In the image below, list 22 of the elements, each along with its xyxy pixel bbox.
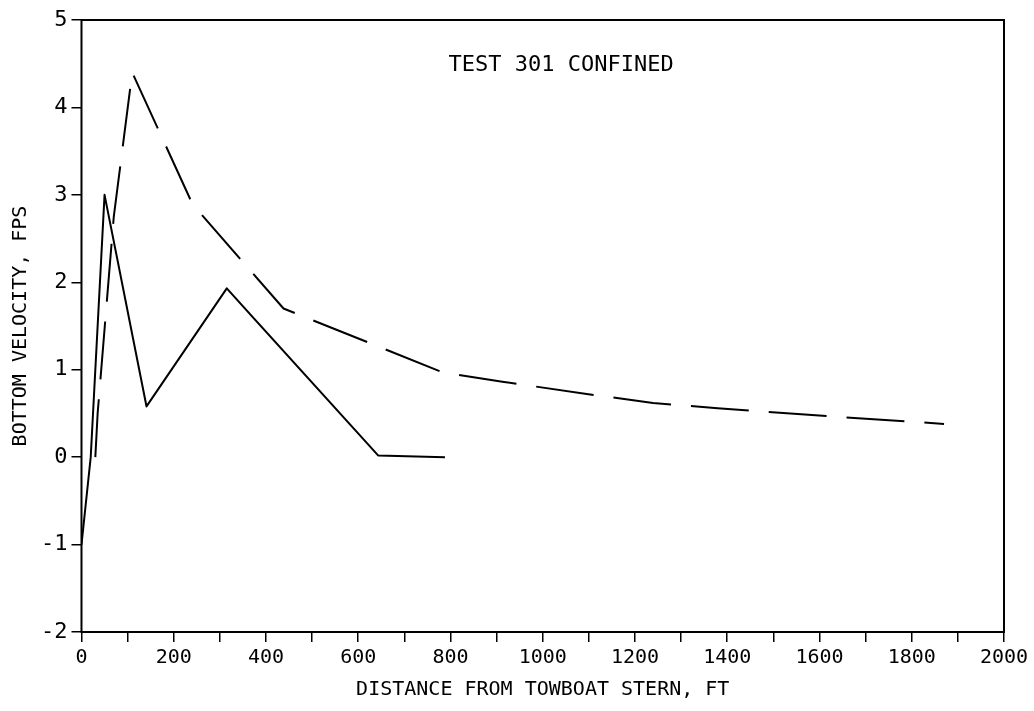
x-tick-label: 1400 bbox=[703, 644, 752, 669]
x-axis-title: DISTANCE FROM TOWBOAT STERN, FT bbox=[356, 676, 730, 701]
x-tick-label: 2000 bbox=[979, 644, 1029, 669]
y-tick-label: 1 bbox=[54, 355, 68, 381]
x-tick-label: 1200 bbox=[610, 644, 660, 669]
y-tick-label: 5 bbox=[54, 5, 68, 31]
y-tick-label: 3 bbox=[54, 180, 68, 206]
y-tick-label: -2 bbox=[40, 617, 68, 643]
x-tick-label: 0 bbox=[75, 644, 88, 669]
x-tick-label: 600 bbox=[340, 644, 377, 669]
x-tick-label: 1800 bbox=[887, 644, 936, 669]
annotation: TEST 301 CONFINED bbox=[448, 50, 674, 76]
x-tick-label: 1600 bbox=[795, 644, 844, 669]
y-axis-title: BOTTOM VELOCITY, FPS bbox=[7, 205, 32, 447]
x-tick-label: 400 bbox=[247, 644, 285, 669]
x-tick-label: 200 bbox=[155, 644, 192, 669]
y-tick-label: 0 bbox=[54, 442, 68, 468]
x-tick-label: 1000 bbox=[518, 644, 567, 669]
y-tick-label: -1 bbox=[40, 530, 68, 556]
x-tick-label: 800 bbox=[432, 644, 469, 669]
y-tick-label: 2 bbox=[54, 268, 68, 293]
y-tick-label: 4 bbox=[54, 93, 68, 119]
